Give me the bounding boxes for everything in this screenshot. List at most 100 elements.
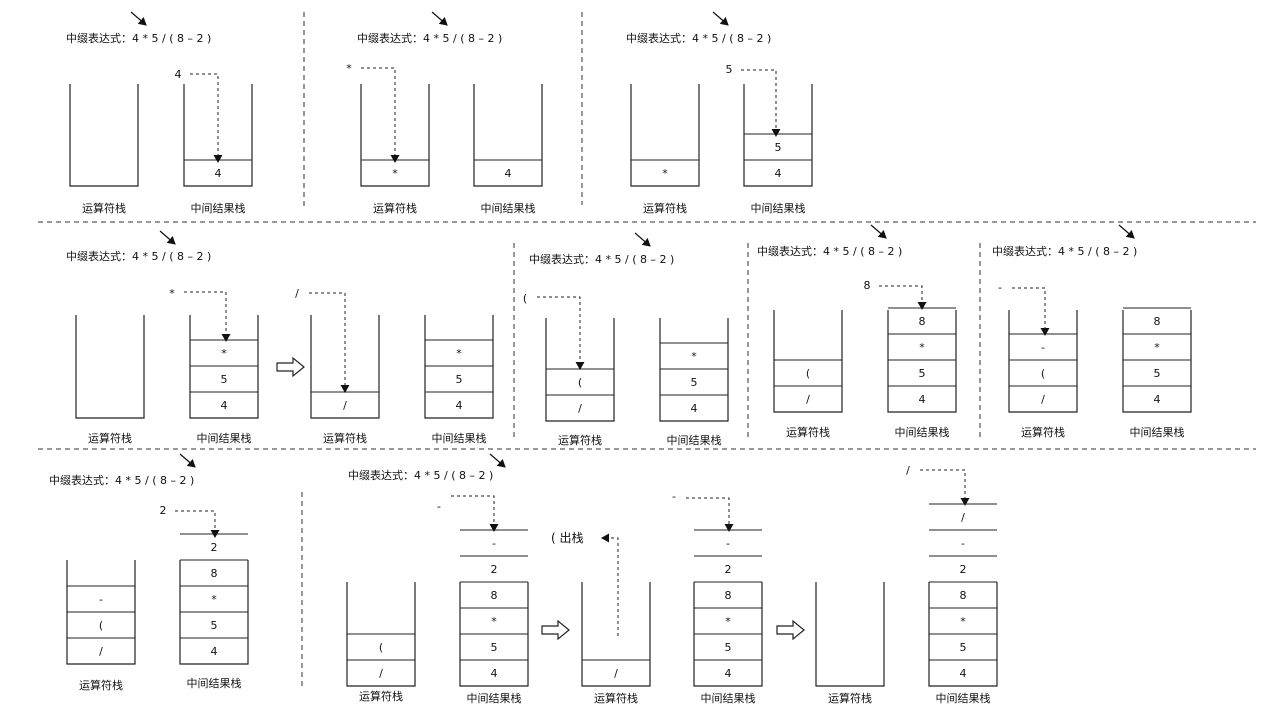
incoming-token: / xyxy=(295,287,299,300)
mid-stack-label: 中间结果栈 xyxy=(667,433,722,447)
transition-arrow xyxy=(776,619,805,641)
incoming-token: * xyxy=(169,287,175,300)
mid-stack-cell: * xyxy=(960,615,966,628)
op-stack: 运算符栈 xyxy=(75,315,145,445)
mid-stack-cell: 5 xyxy=(1154,367,1161,380)
mid-stack-cell: 4 xyxy=(691,402,698,415)
incoming-token: 4 xyxy=(175,68,182,81)
op-stack-cell: * xyxy=(392,167,398,180)
mid-stack-cell: 4 xyxy=(1154,393,1161,406)
op-stack-label: 运算符栈 xyxy=(373,201,417,215)
op-stack: (/ 运算符栈 xyxy=(545,318,615,447)
mid-stack-cell: * xyxy=(1154,341,1160,354)
mid-stack-cell: 4 xyxy=(211,645,218,658)
op-stack-container xyxy=(310,315,380,419)
mid-stack: 2 8 * 5 4 中间结果栈 xyxy=(179,533,249,690)
op-stack: 运算符栈 xyxy=(69,84,139,215)
mid-stack: 8 * 5 4 中间结果栈 xyxy=(1122,307,1192,439)
incoming-arrow xyxy=(451,495,499,532)
mid-stack-cell: 5 xyxy=(491,641,498,654)
mid-stack-cell: 5 xyxy=(919,367,926,380)
expression-text: 中缀表达式：4 * 5 / ( 8 – 2 ) xyxy=(529,252,674,266)
incoming-token: 2 xyxy=(160,504,167,517)
expression-pointer xyxy=(712,11,729,26)
incoming-arrow xyxy=(184,291,231,342)
incoming-arrow xyxy=(879,285,927,310)
op-stack: (/ 运算符栈 xyxy=(346,582,416,703)
mid-stack-cell: 5 xyxy=(691,376,698,389)
mid-stack-cell: 5 xyxy=(221,373,228,386)
expression-pointer xyxy=(179,453,196,468)
mid-stack-cell: - xyxy=(492,537,496,550)
op-stack-label: 运算符栈 xyxy=(359,689,403,703)
mid-stack-cell: - xyxy=(726,537,730,550)
mid-stack-cell: 8 xyxy=(919,315,926,328)
mid-stack: - 2 8 * 5 4 中间结果栈 xyxy=(459,529,529,705)
mid-stack: * 5 4 中间结果栈 xyxy=(659,318,729,447)
op-stack-cell: / xyxy=(99,645,103,658)
mid-stack-cell: 8 xyxy=(1154,315,1161,328)
mid-stack-label: 中间结果栈 xyxy=(751,201,806,215)
mid-stack-cell: - xyxy=(961,537,965,550)
expression-text: 中缀表达式：4 * 5 / ( 8 – 2 ) xyxy=(992,244,1137,258)
mid-stack-cell: * xyxy=(725,615,731,628)
mid-stack-cell: 5 xyxy=(211,619,218,632)
mid-stack-cell: 8 xyxy=(491,589,498,602)
mid-stack: 4 中间结果栈 xyxy=(183,84,253,215)
op-stack-container xyxy=(815,582,885,687)
mid-stack-cell: 2 xyxy=(491,563,498,576)
mid-stack: 5 4 中间结果栈 xyxy=(743,84,813,215)
expression-pointer xyxy=(431,11,448,26)
mid-stack-container xyxy=(743,84,813,187)
op-stack-cell: ( xyxy=(578,376,582,389)
op-stack-cell: ( xyxy=(379,641,383,654)
mid-stack-cell: 4 xyxy=(215,167,222,180)
expression-pointer xyxy=(159,230,176,245)
mid-stack-label: 中间结果栈 xyxy=(936,691,991,705)
mid-stack: * 5 4 中间结果栈 xyxy=(189,315,259,445)
expression-text: 中缀表达式：4 * 5 / ( 8 – 2 ) xyxy=(66,31,211,45)
incoming-token: - xyxy=(998,281,1002,294)
mid-stack-cell: 4 xyxy=(725,667,732,680)
incoming-arrow xyxy=(537,296,585,370)
incoming-token: 8 xyxy=(864,279,871,292)
mid-stack-cell: 2 xyxy=(725,563,732,576)
op-stack-cell: / xyxy=(806,393,810,406)
incoming-arrow xyxy=(920,469,970,506)
op-stack-label: 运算符栈 xyxy=(643,201,687,215)
op-stack-cell: - xyxy=(1041,341,1045,354)
mid-stack-cell: 5 xyxy=(775,141,782,154)
incoming-token: * xyxy=(346,62,352,75)
mid-stack-cell: 4 xyxy=(221,399,228,412)
op-stack-label: 运算符栈 xyxy=(558,433,602,447)
mid-stack-label: 中间结果栈 xyxy=(187,676,242,690)
incoming-arrow xyxy=(741,69,781,137)
op-stack-label: 运算符栈 xyxy=(594,691,638,705)
mid-stack-cell: * xyxy=(491,615,497,628)
transition-arrow xyxy=(276,356,305,378)
expression-pointer xyxy=(634,232,651,247)
op-stack: (/ 运算符栈 xyxy=(773,310,843,439)
op-stack-cell: ( xyxy=(1041,367,1045,380)
mid-stack-cell: / xyxy=(961,511,965,524)
incoming-arrow xyxy=(686,497,734,532)
mid-stack-cell: * xyxy=(456,347,462,360)
incoming-token: - xyxy=(437,500,441,513)
mid-stack-cell: 5 xyxy=(456,373,463,386)
expression-text: 中缀表达式：4 * 5 / ( 8 – 2 ) xyxy=(757,244,902,258)
transition-arrow xyxy=(541,619,570,641)
op-stack: 运算符栈 xyxy=(815,582,885,705)
mid-stack-cell: 4 xyxy=(456,399,463,412)
expression-pointer xyxy=(870,224,887,239)
expression-text: 中缀表达式：4 * 5 / ( 8 – 2 ) xyxy=(49,473,194,487)
op-stack-cell: / xyxy=(343,399,347,412)
separators xyxy=(38,12,1256,690)
op-stack: - (/ 运算符栈 xyxy=(1008,310,1078,439)
op-stack-cell: / xyxy=(614,667,618,680)
mid-stack-label: 中间结果栈 xyxy=(197,431,252,445)
mid-stack-cell: 4 xyxy=(919,393,926,406)
op-stack-cell: ( xyxy=(806,367,810,380)
mid-stack-cell: 5 xyxy=(725,641,732,654)
op-stack-container xyxy=(75,315,145,419)
